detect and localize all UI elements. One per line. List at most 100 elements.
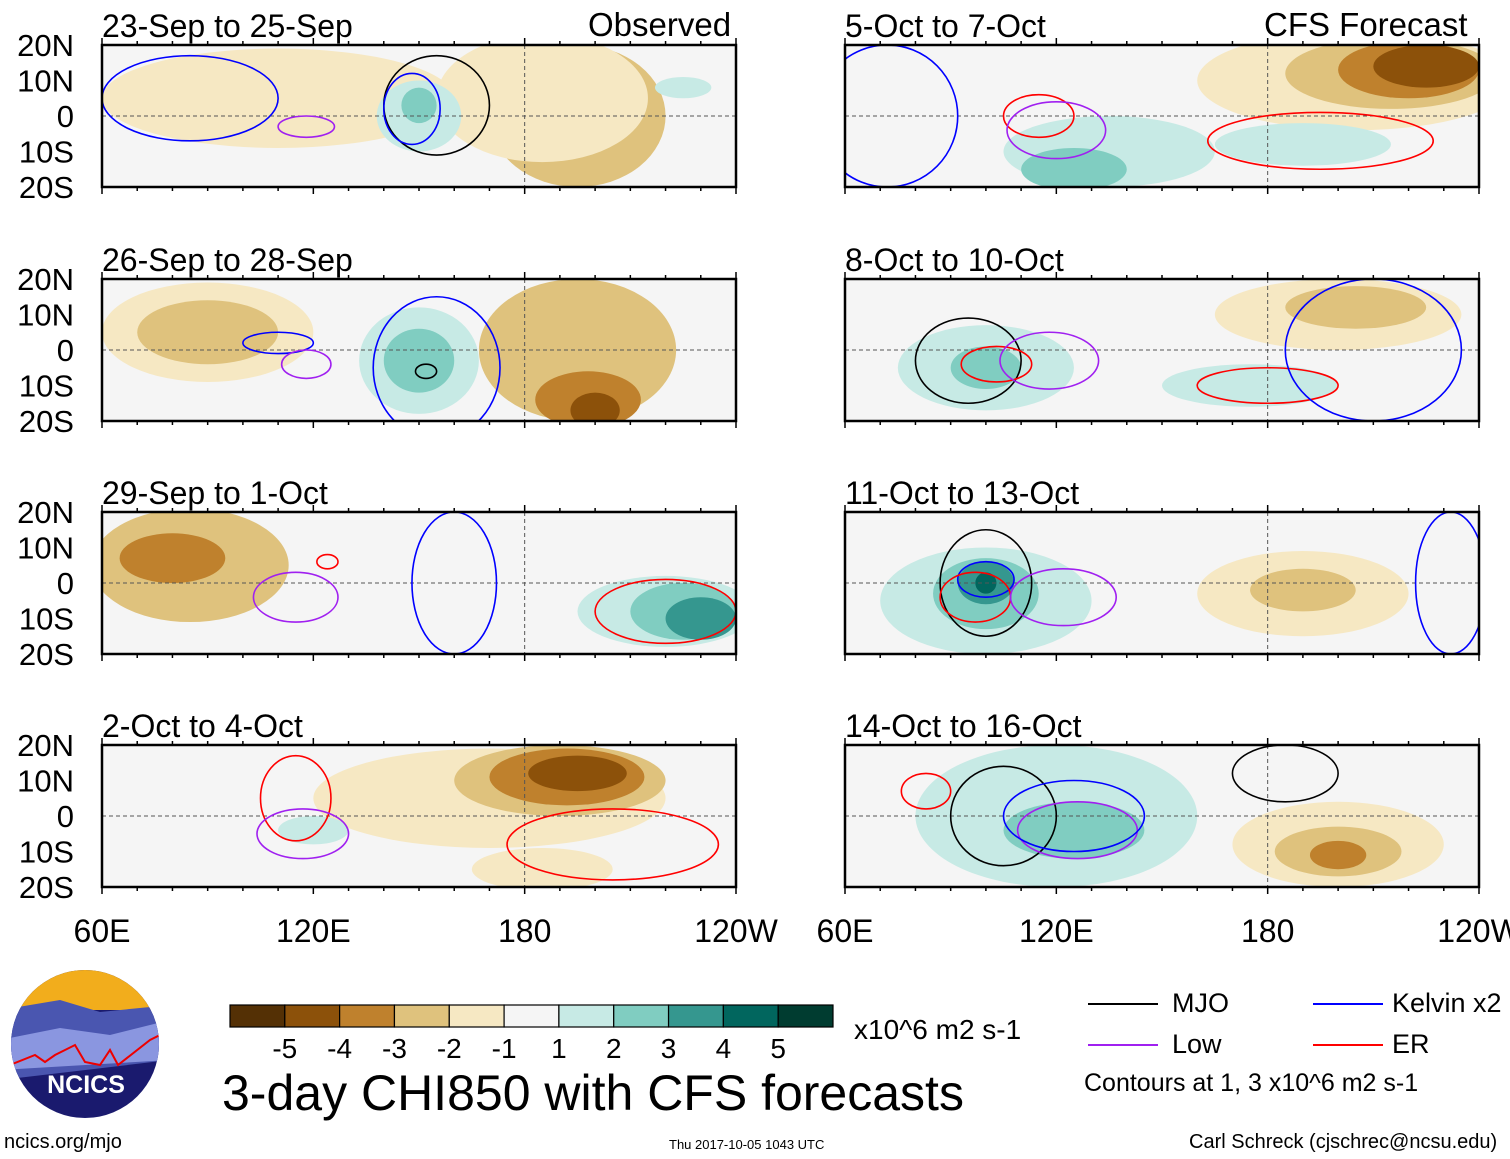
legend-low: Low — [1172, 1029, 1222, 1059]
panel-title: 26-Sep to 28-Sep — [102, 242, 353, 278]
colorbar-units: x10^6 m2 s-1 — [854, 1014, 1022, 1045]
anomaly-shading — [119, 533, 226, 584]
y-tick-label: 20N — [17, 495, 74, 530]
y-tick-label: 0 — [57, 99, 74, 134]
colorbar-label: -1 — [492, 1033, 517, 1064]
contour-kelvin — [242, 331, 315, 355]
colorbar-label: 4 — [716, 1033, 732, 1064]
contour-kelvin — [1284, 279, 1463, 421]
colorbar-label: -4 — [327, 1033, 352, 1064]
colorbar-swatch — [339, 1004, 396, 1028]
x-tick-label: 180 — [1241, 913, 1294, 949]
y-tick-label: 20S — [19, 870, 74, 905]
contour-kelvin — [372, 295, 501, 421]
contour-er — [1196, 366, 1339, 405]
logo-sun — [11, 970, 159, 1010]
logo-art — [11, 970, 159, 1118]
site-link[interactable]: ncics.org/mjo — [4, 1131, 122, 1153]
anomaly-shading — [1021, 147, 1127, 187]
y-tick-label: 10S — [19, 135, 74, 170]
anomaly-shading — [471, 847, 613, 887]
map-panel — [102, 45, 736, 187]
logo-text: NCICS — [47, 1071, 125, 1099]
contour-kelvin — [411, 512, 498, 654]
contour-mjo — [1231, 745, 1339, 803]
panel-title: 8-Oct to 10-Oct — [845, 242, 1064, 278]
x-tick-label: 180 — [498, 913, 551, 949]
colorbar-swatch — [229, 1004, 286, 1028]
panel-title: 2-Oct to 4-Oct — [102, 708, 303, 744]
legend-mjo: MJO — [1172, 988, 1229, 1018]
y-tick-label: 0 — [57, 333, 74, 368]
anomaly-shading — [950, 346, 1022, 390]
contour-kelvin — [1414, 512, 1479, 654]
anomaly-shading — [654, 76, 712, 99]
y-tick-label: 20N — [17, 728, 74, 763]
x-tick-label: 120E — [276, 913, 351, 949]
anomaly-shading — [401, 87, 437, 124]
contour-kelvin — [956, 560, 1015, 599]
author-credit: Carl Schreck (cjschrec@ncsu.edu) — [1189, 1131, 1498, 1153]
x-tick-label: 120W — [1437, 913, 1510, 949]
colorbar-label: -5 — [272, 1033, 297, 1064]
contour-kelvin — [102, 54, 279, 142]
y-tick-label: 10S — [19, 369, 74, 404]
figure-title: 3-day CHI850 with CFS forecasts — [222, 1065, 964, 1121]
contour-kelvin — [382, 72, 441, 146]
map-panel — [102, 279, 736, 421]
y-tick-label: 10N — [17, 298, 74, 333]
contour-er — [259, 754, 332, 842]
ncics-logo: NCICS — [11, 970, 159, 1118]
map-panel — [845, 512, 1479, 654]
anomaly-shading — [137, 300, 279, 365]
contour-kelvin — [845, 45, 959, 187]
anomaly-shading — [1162, 364, 1339, 407]
y-tick-label: 10N — [17, 64, 74, 99]
contour-low — [1016, 800, 1139, 860]
colorbar-swatch — [284, 1004, 341, 1028]
map-panel — [102, 512, 736, 654]
y-tick-label: 0 — [57, 799, 74, 834]
panel-title: 14-Oct to 16-Oct — [845, 708, 1082, 744]
x-tick-label: 60E — [817, 913, 874, 949]
anomaly-shading — [1285, 286, 1427, 329]
timestamp: Thu 2017-10-05 1043 UTC — [669, 1137, 825, 1152]
contour-mjo — [414, 363, 438, 380]
anomaly-shading — [1003, 801, 1145, 859]
y-tick-label: 0 — [57, 566, 74, 601]
contour-note: Contours at 1, 3 x10^6 m2 s-1 — [1084, 1069, 1419, 1097]
colorbar-swatch — [613, 1004, 670, 1028]
y-tick-label: 20N — [17, 262, 74, 297]
y-tick-label: 20S — [19, 637, 74, 672]
contour-kelvin — [1002, 779, 1146, 853]
anomaly-shading — [528, 755, 627, 792]
y-tick-label: 10N — [17, 531, 74, 566]
contour-low — [1006, 100, 1107, 160]
colorbar-label: -2 — [437, 1033, 462, 1064]
colorbar-label: 3 — [661, 1033, 677, 1064]
colorbar-label: 2 — [606, 1033, 622, 1064]
anomaly-shading — [278, 816, 349, 845]
contour-er — [900, 772, 952, 810]
colorbar-swatch — [393, 1004, 450, 1028]
colorbar-label: -3 — [382, 1033, 407, 1064]
contour-er — [1002, 93, 1075, 139]
colorbar-swatch — [667, 1004, 724, 1028]
contour-mjo — [939, 528, 1033, 638]
contour-er — [1206, 111, 1435, 171]
contour-mjo — [914, 317, 1022, 405]
panel-title: 11-Oct to 13-Oct — [845, 475, 1079, 511]
colorbar-swatch — [503, 1004, 560, 1028]
contour-low — [252, 571, 339, 623]
contour-mjo — [949, 765, 1058, 867]
y-tick-label: 10S — [19, 835, 74, 870]
y-tick-label: 20N — [17, 28, 74, 63]
colorbar-swatch — [777, 1004, 834, 1028]
anomaly-shading — [436, 45, 648, 163]
y-tick-label: 20S — [19, 404, 74, 439]
map-panel — [845, 279, 1479, 421]
contour-low — [277, 115, 336, 139]
anomaly-shading — [665, 597, 736, 640]
